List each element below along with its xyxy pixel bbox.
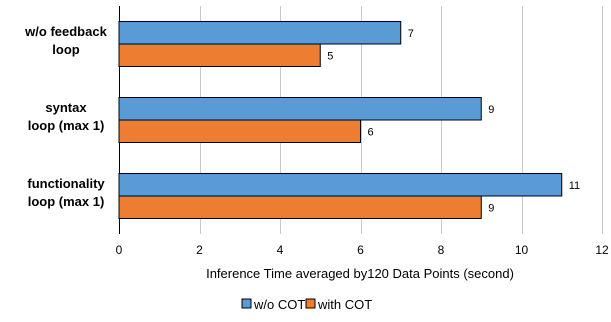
data-label-wo-cot-1: 9 [488,104,494,116]
bars [118,21,563,219]
bar-with-cot-2 [118,195,482,219]
x-tick-label-6: 6 [357,243,364,257]
x-tick-label-2: 2 [196,243,203,257]
x-tick-label-10: 10 [515,243,529,257]
category-label-1-line-0: syntax [45,100,87,115]
x-tick-label-0: 0 [116,243,123,257]
category-label-2-line-0: functionality [27,176,105,191]
x-tick-label-8: 8 [438,243,445,257]
bar-with-cot-0 [118,43,321,67]
legend: w/o COT with COT [241,297,372,312]
x-tick-label-12: 12 [595,243,609,257]
legend-label-wo-cot: w/o COT [253,297,305,312]
bar-with-cot-1 [118,119,361,143]
data-label-with-cot-2: 9 [488,202,494,214]
category-label-2-line-1: loop (max 1) [28,194,105,209]
category-label-0-line-1: loop [52,42,79,57]
legend-swatch-wo-cot [241,298,252,309]
category-label-0-line-0: w/o feedback [24,24,107,39]
data-label-with-cot-0: 5 [327,50,333,62]
data-label-wo-cot-2: 11 [569,180,580,192]
data-label-wo-cot-0: 7 [408,28,414,40]
legend-swatch-with-cot [305,298,316,309]
bar-wo-cot-2 [118,173,563,197]
legend-label-with-cot: with COT [317,297,372,312]
data-label-with-cot-1: 6 [368,126,374,138]
category-label-1-line-1: loop (max 1) [28,118,105,133]
x-axis-title: Inference Time averaged by120 Data Point… [206,266,514,281]
x-tick-label-4: 4 [277,243,284,257]
labels: 0 2 4 6 8 10 12 7 5 w/o feedback loop 9 6 syntax loop … [24,24,609,257]
bar-wo-cot-0 [118,21,402,45]
bar-wo-cot-1 [118,97,482,121]
